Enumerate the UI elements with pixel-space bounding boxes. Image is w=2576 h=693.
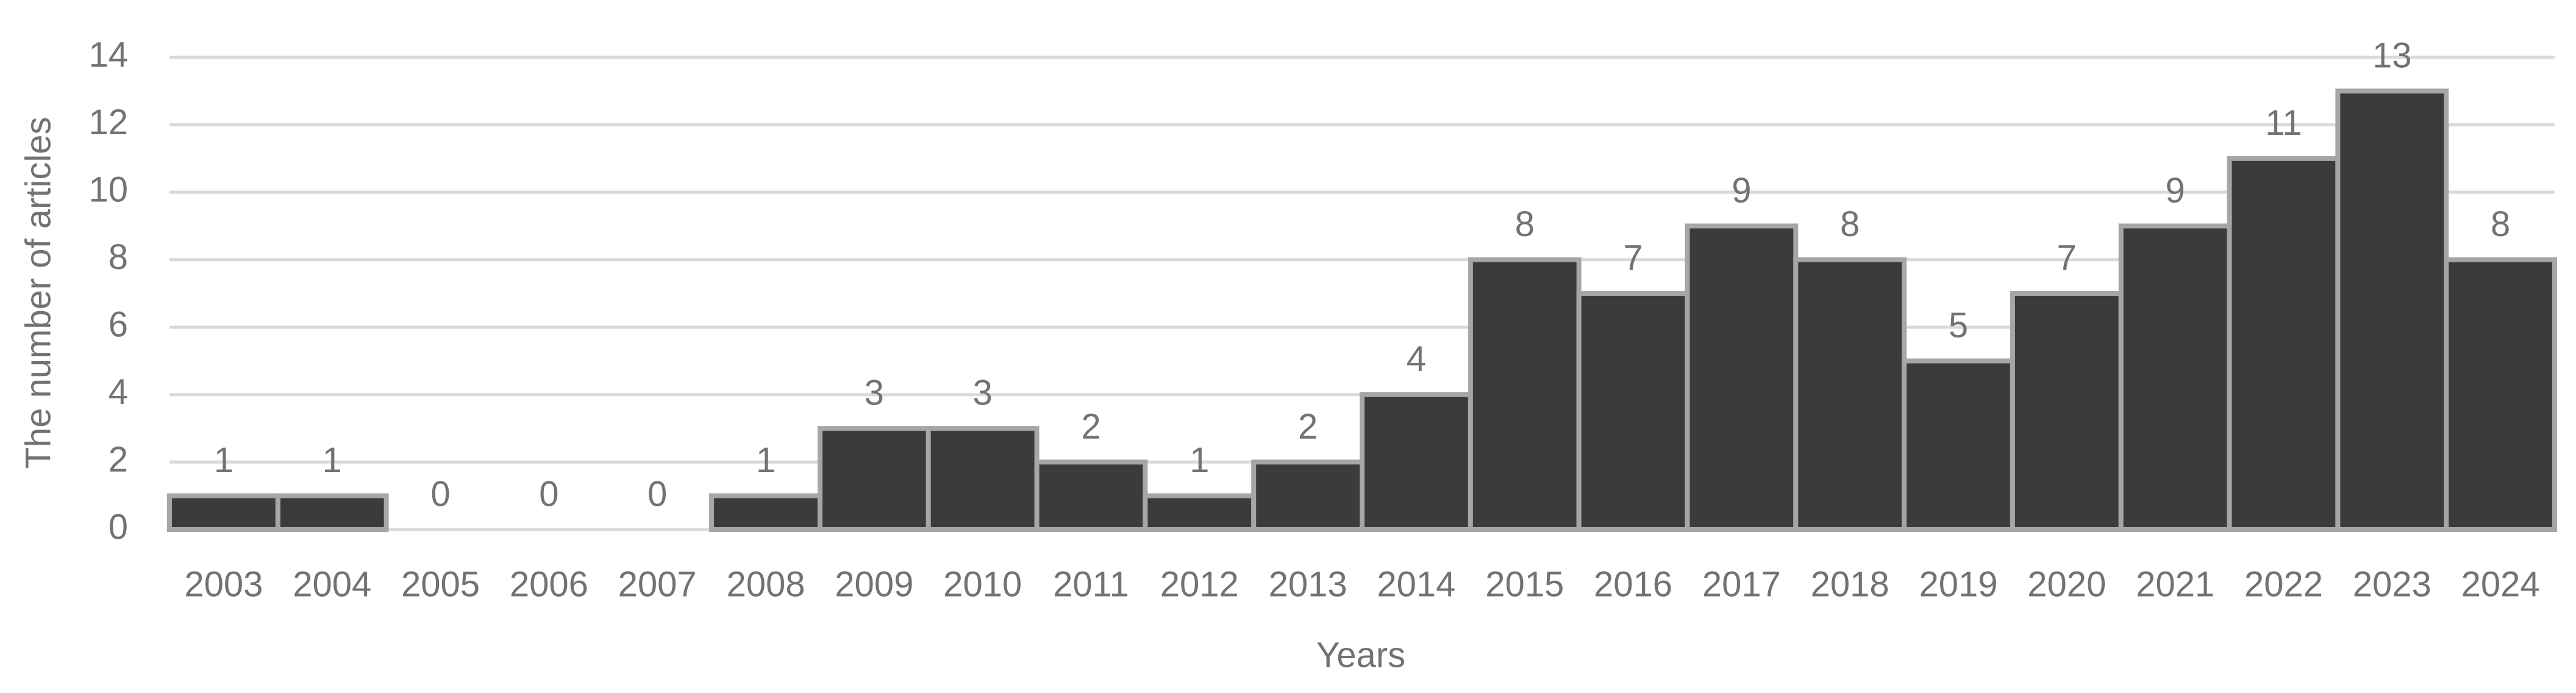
x-tick-label: 2007 <box>618 564 697 604</box>
data-label: 8 <box>1515 204 1535 244</box>
bar <box>1034 459 1148 533</box>
bar <box>926 426 1040 533</box>
data-label: 3 <box>973 373 993 412</box>
x-tick-label: 2006 <box>510 564 588 604</box>
bar <box>1251 459 1365 533</box>
data-label: 8 <box>1840 204 1860 244</box>
x-tick-label: 2009 <box>835 564 913 604</box>
data-label: 1 <box>1190 440 1209 480</box>
y-axis-label: The number of articles <box>18 117 58 469</box>
x-axis-label: Years <box>1316 635 1405 675</box>
x-tick-label: 2023 <box>2353 564 2432 604</box>
x-tick-label: 2008 <box>726 564 805 604</box>
x-tick-label: 2012 <box>1160 564 1239 604</box>
data-label: 1 <box>756 440 776 480</box>
data-label: 9 <box>2166 171 2185 210</box>
bar <box>2335 88 2449 533</box>
bar <box>1902 358 2015 532</box>
data-label: 8 <box>2491 204 2510 244</box>
y-tick-label: 6 <box>109 305 128 345</box>
y-tick-label: 10 <box>88 170 128 209</box>
x-tick-label: 2018 <box>1811 564 1889 604</box>
bar <box>1468 257 1582 532</box>
data-label: 1 <box>214 440 234 480</box>
data-label: 2 <box>1298 407 1318 447</box>
data-label: 7 <box>1623 238 1643 278</box>
data-label: 0 <box>648 474 667 514</box>
data-label: 1 <box>323 440 342 480</box>
data-label: 3 <box>865 373 884 412</box>
bar <box>275 493 389 533</box>
bar <box>2227 156 2341 533</box>
y-tick-label: 2 <box>109 440 128 479</box>
y-tick-label: 8 <box>109 237 128 277</box>
x-tick-label: 2014 <box>1377 564 1455 604</box>
bar <box>1576 291 1690 532</box>
data-label: 5 <box>1949 306 1968 345</box>
bar <box>1360 392 1473 532</box>
bar <box>167 493 280 533</box>
x-tick-label: 2016 <box>1594 564 1672 604</box>
bar <box>2118 223 2232 532</box>
data-label: 9 <box>1732 171 1751 210</box>
x-tick-label: 2011 <box>1053 564 1129 604</box>
data-label: 7 <box>2057 238 2077 278</box>
data-label: 13 <box>2372 36 2412 76</box>
y-tick-label: 0 <box>109 507 128 547</box>
data-label: 4 <box>1407 339 1426 379</box>
x-tick-label: 2021 <box>2136 564 2214 604</box>
x-tick-label: 2020 <box>2027 564 2106 604</box>
x-tick-label: 2015 <box>1485 564 1564 604</box>
data-label: 11 <box>2265 103 2302 143</box>
bar <box>709 493 822 533</box>
y-tick-label: 4 <box>109 372 128 412</box>
bar <box>817 426 931 533</box>
bar <box>2010 291 2124 532</box>
x-tick-label: 2017 <box>1702 564 1781 604</box>
data-label: 0 <box>539 474 558 514</box>
bar <box>1143 493 1257 533</box>
bar <box>1685 223 1799 532</box>
x-tick-label: 2013 <box>1269 564 1347 604</box>
x-tick-label: 2005 <box>401 564 480 604</box>
bar <box>2444 257 2558 532</box>
x-tick-label: 2024 <box>2461 564 2540 604</box>
x-tick-label: 2019 <box>1919 564 1997 604</box>
data-label: 0 <box>430 474 450 514</box>
x-tick-label: 2003 <box>184 564 263 604</box>
bar <box>1793 257 1907 532</box>
y-tick-label: 14 <box>88 35 128 74</box>
x-tick-label: 2004 <box>293 564 371 604</box>
data-label: 2 <box>1081 407 1101 447</box>
y-tick-label: 12 <box>88 102 128 142</box>
x-tick-label: 2010 <box>943 564 1022 604</box>
x-tick-label: 2022 <box>2244 564 2323 604</box>
